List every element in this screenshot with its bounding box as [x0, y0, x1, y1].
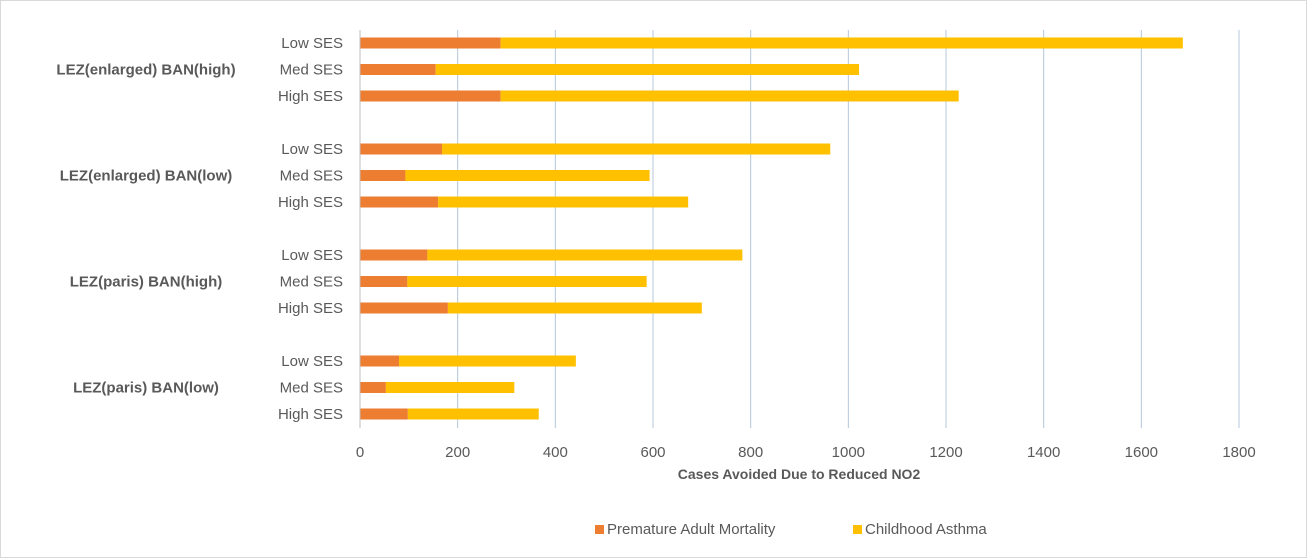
group-label: LEZ(paris) BAN(high) — [70, 274, 222, 291]
x-tick-label: 1600 — [1125, 444, 1158, 461]
category-label: Low SES — [281, 353, 343, 370]
legend-label: Childhood Asthma — [865, 521, 987, 538]
legend-label: Premature Adult Mortality — [607, 521, 776, 538]
bar-segment — [360, 143, 443, 155]
x-tick-label: 800 — [738, 444, 763, 461]
x-tick-label: 400 — [543, 444, 568, 461]
gridlines — [457, 30, 1240, 428]
bar-segment — [360, 408, 408, 420]
group-label: LEZ(paris) BAN(low) — [73, 380, 219, 397]
bar-segment — [407, 408, 539, 420]
category-labels: Low SES Med SES High SES LEZ(enlarged) BAN(… — [56, 35, 343, 423]
x-tick-label: 1400 — [1027, 444, 1060, 461]
bar-segment — [385, 382, 515, 393]
bar-segment — [405, 170, 650, 181]
category-label: High SES — [278, 194, 343, 211]
category-label: Low SES — [281, 247, 343, 264]
bar-segment — [500, 90, 959, 102]
category-label: High SES — [278, 406, 343, 423]
x-axis-title: Cases Avoided Due to Reduced NO2 — [678, 466, 921, 482]
bar-segment — [407, 276, 647, 287]
legend: Premature Adult Mortality Childhood Asthm… — [595, 521, 987, 538]
bar-segment — [360, 64, 436, 75]
group-label: LEZ(enlarged) BAN(high) — [56, 62, 235, 79]
bar-segment — [360, 90, 501, 102]
group-label: LEZ(enlarged) BAN(low) — [60, 168, 233, 185]
category-label: Med SES — [280, 274, 343, 291]
bars — [360, 37, 1183, 420]
bar-segment — [427, 249, 743, 261]
bar-segment — [447, 302, 702, 314]
bar-segment — [360, 196, 439, 208]
bar-segment — [438, 196, 689, 208]
legend-swatch — [853, 525, 862, 534]
category-label: High SES — [278, 300, 343, 317]
bar-segment — [360, 382, 386, 393]
bar-segment — [442, 143, 831, 155]
bar-segment — [360, 249, 428, 261]
x-tick-label: 1800 — [1222, 444, 1255, 461]
x-tick-label: 200 — [445, 444, 470, 461]
bar-segment — [399, 355, 576, 367]
x-tick-label: 1000 — [832, 444, 865, 461]
bar-segment — [360, 302, 448, 314]
legend-swatch — [595, 525, 604, 534]
bar-segment — [500, 37, 1183, 49]
bar-segment — [435, 64, 860, 75]
category-label: Low SES — [281, 35, 343, 52]
x-tick-label: 1200 — [929, 444, 962, 461]
bar-segment — [360, 37, 501, 49]
category-label: Med SES — [280, 168, 343, 185]
category-label: Med SES — [280, 380, 343, 397]
x-tick-label: 0 — [356, 444, 364, 461]
x-tick-labels: 0 200 400 600 800 1000 1200 1400 1600 1800 — [356, 444, 1256, 461]
bar-segment — [360, 276, 408, 287]
bar-segment — [360, 355, 400, 367]
x-tick-label: 600 — [640, 444, 665, 461]
category-label: High SES — [278, 88, 343, 105]
category-label: Low SES — [281, 141, 343, 158]
category-label: Med SES — [280, 62, 343, 79]
bar-segment — [360, 170, 406, 181]
